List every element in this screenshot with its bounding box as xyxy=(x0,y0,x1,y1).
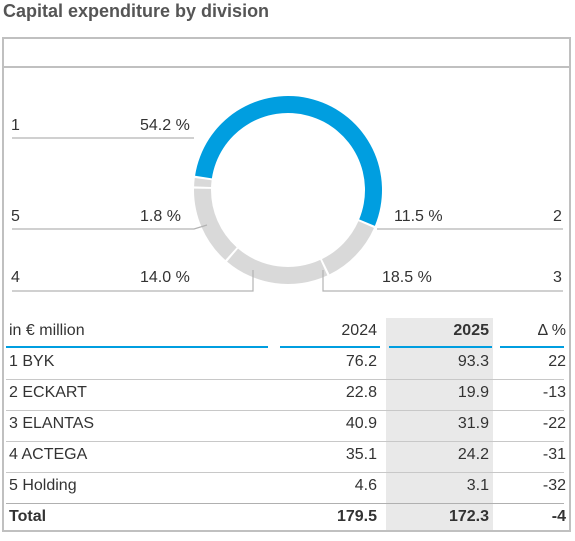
segment-id-3: 3 xyxy=(553,269,562,286)
segment-id-1: 1 xyxy=(11,117,20,134)
frame-header-divider xyxy=(2,66,571,68)
donut-segment-5 xyxy=(194,178,212,188)
table-row: 5 Holding 4.6 3.1 -32 xyxy=(4,473,569,504)
cell-change: -31 xyxy=(542,446,566,463)
cell-change: 22 xyxy=(548,353,566,370)
header-change-pct: Δ % xyxy=(537,322,566,339)
leader-line-4 xyxy=(12,270,254,292)
table-row: 2 ECKART 22.8 19.9 -13 xyxy=(4,380,569,411)
total-label: Total xyxy=(9,508,47,525)
donut-segment-3 xyxy=(227,248,328,284)
header-underline-2024 xyxy=(280,346,380,348)
segment-value-5: 1.8 % xyxy=(140,208,181,225)
table-row: 1 BYK 76.2 93.3 22 xyxy=(4,349,569,380)
cell-2024: 76.2 xyxy=(345,353,377,370)
cell-2025: 24.2 xyxy=(457,446,489,463)
cell-change: -32 xyxy=(542,477,566,494)
row-label: 3 ELANTAS xyxy=(9,415,95,432)
header-underline-unit xyxy=(6,346,268,348)
segment-value-3: 18.5 % xyxy=(382,269,432,286)
row-label: 4 ACTEGA xyxy=(9,446,88,463)
cell-2024: 22.8 xyxy=(345,384,377,401)
leader-line-5 xyxy=(12,224,208,230)
total-change: -4 xyxy=(551,508,566,525)
table-row: 4 ACTEGA 35.1 24.2 -31 xyxy=(4,442,569,473)
header-2024: 2024 xyxy=(341,322,377,339)
leader-line-3 xyxy=(322,270,563,292)
table-row: 3 ELANTAS 40.9 31.9 -22 xyxy=(4,411,569,442)
row-label: 2 ECKART xyxy=(9,384,87,401)
header-unit: in € million xyxy=(9,322,85,339)
total-divider xyxy=(6,503,564,504)
segment-value-4: 14.0 % xyxy=(140,269,190,286)
chart-title: Capital expenditure by division xyxy=(3,1,270,21)
cell-2024: 40.9 xyxy=(345,415,377,432)
row-label: 1 BYK xyxy=(9,353,55,370)
cell-2025: 31.9 xyxy=(457,415,489,432)
chart-frame xyxy=(2,37,571,532)
segment-id-4: 4 xyxy=(11,269,20,286)
segment-id-5: 5 xyxy=(11,208,20,225)
table-header-row: in € million 2024 2025 Δ % xyxy=(4,318,569,349)
row-label: 5 Holding xyxy=(9,477,77,494)
table-total-row: Total 179.5 172.3 -4 xyxy=(4,504,569,535)
total-2025: 172.3 xyxy=(448,508,489,525)
cell-change: -22 xyxy=(542,415,566,432)
donut-segment-4 xyxy=(193,188,237,261)
column-2025-highlight xyxy=(386,318,493,530)
row-divider xyxy=(6,410,564,411)
donut-segment-2 xyxy=(321,221,374,275)
header-underline-change xyxy=(500,346,564,348)
cell-2025: 3.1 xyxy=(466,477,489,494)
row-divider xyxy=(6,441,564,442)
cell-2025: 19.9 xyxy=(457,384,489,401)
segment-value-1: 54.2 % xyxy=(140,117,190,134)
header-2025: 2025 xyxy=(453,322,489,339)
donut-segment-1 xyxy=(195,95,382,226)
cell-2025: 93.3 xyxy=(457,353,489,370)
cell-2024: 35.1 xyxy=(345,446,377,463)
cell-2024: 4.6 xyxy=(354,477,377,494)
cell-change: -13 xyxy=(542,384,566,401)
row-divider xyxy=(6,472,564,473)
segment-id-2: 2 xyxy=(553,208,562,225)
total-2024: 179.5 xyxy=(336,508,377,525)
row-divider xyxy=(6,379,564,380)
donut-chart xyxy=(12,95,563,292)
segment-value-2: 11.5 % xyxy=(394,208,443,225)
header-underline-2025 xyxy=(389,346,492,348)
